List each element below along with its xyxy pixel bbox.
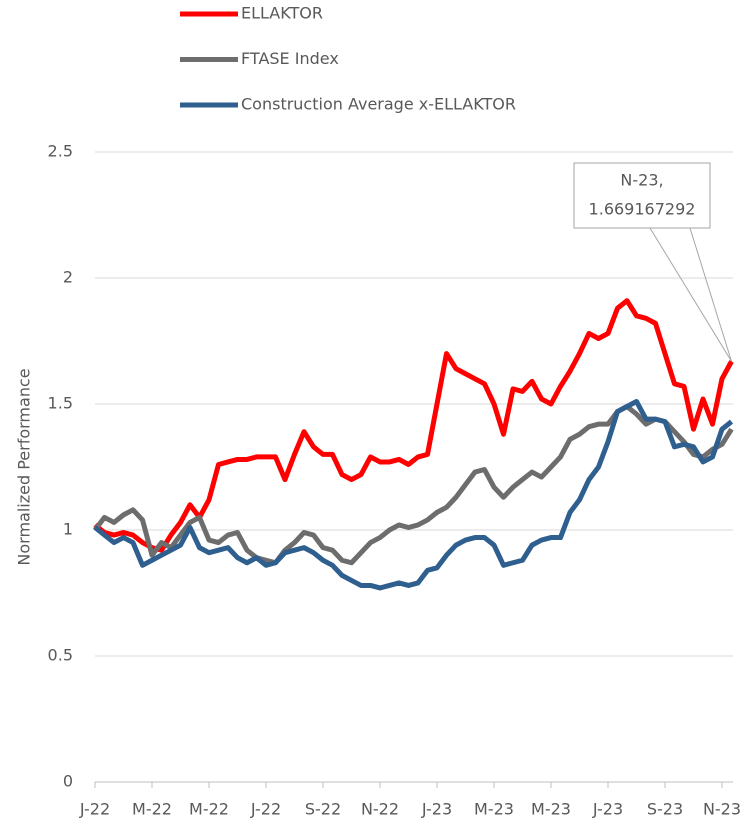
x-tick-label: J-23 — [421, 800, 452, 819]
y-tick-label: 2.5 — [48, 142, 73, 161]
legend-label: Construction Average x-ELLAKTOR — [241, 95, 516, 114]
annotation-text: N-23, — [620, 171, 663, 190]
x-tick-label: S-23 — [647, 800, 683, 819]
x-tick-label: M-23 — [474, 800, 514, 819]
y-axis-label: Normalized Performance — [15, 368, 34, 565]
x-tick-label: J-22 — [79, 800, 110, 819]
x-tick-label: J-22 — [250, 800, 281, 819]
legend-label: FTASE Index — [241, 49, 339, 68]
y-tick-label: 2 — [63, 268, 73, 287]
x-tick-label: N-22 — [361, 800, 399, 819]
annotation-box — [573, 162, 711, 229]
callout-line — [649, 227, 732, 362]
x-tick-label: S-22 — [305, 800, 341, 819]
y-tick-label: 1 — [63, 520, 73, 539]
x-tick-label: N-23 — [703, 800, 741, 819]
legend-label: ELLAKTOR — [241, 4, 323, 23]
x-tick-label: M-22 — [132, 800, 172, 819]
x-tick-label: J-23 — [592, 800, 623, 819]
annotation-text: 1.669167292 — [589, 200, 696, 219]
series-line — [93, 298, 734, 553]
y-tick-label: 0 — [63, 772, 73, 791]
series-line — [93, 398, 734, 591]
y-tick-label: 0.5 — [48, 646, 73, 665]
x-tick-label: M-23 — [531, 800, 571, 819]
callout-line — [689, 227, 732, 362]
y-tick-label: 1.5 — [48, 394, 73, 413]
series-line — [93, 404, 734, 566]
x-tick-label: M-22 — [189, 800, 229, 819]
